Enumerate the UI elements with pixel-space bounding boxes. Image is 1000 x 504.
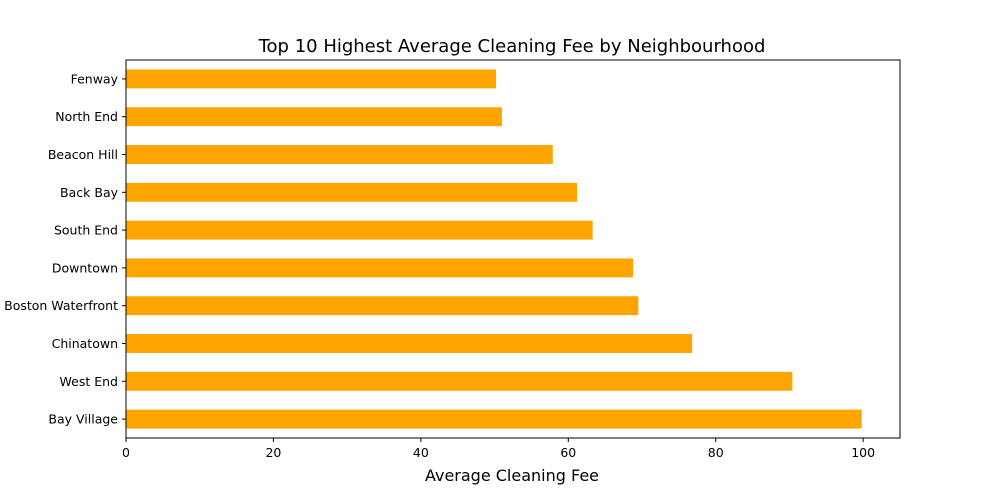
bar-west-end (126, 371, 793, 391)
y-tick-label: South End (54, 223, 118, 238)
bar-downtown (126, 258, 634, 278)
bar-bay-village (126, 409, 862, 429)
bar-south-end (126, 220, 593, 240)
x-axis-label: Average Cleaning Fee (425, 466, 599, 485)
y-tick-label: Back Bay (60, 185, 119, 200)
bar-back-bay (126, 182, 578, 202)
x-tick-label: 100 (851, 445, 875, 460)
bars-group (126, 69, 862, 429)
bar-beacon-hill (126, 145, 553, 164)
y-tick-label: Bay Village (48, 412, 118, 427)
x-tick-label: 40 (413, 445, 429, 460)
bar-fenway (126, 69, 497, 89)
bar-north-end (126, 107, 502, 127)
y-tick-label: North End (55, 109, 118, 124)
y-axis: Bay Village West End Chinatown Boston Water… (4, 71, 126, 427)
y-tick-label: Boston Waterfront (4, 298, 118, 313)
x-axis: 0 20 40 60 80 100 (122, 438, 875, 460)
y-tick-label: Beacon Hill (48, 147, 118, 162)
y-tick-label: Chinatown (52, 336, 118, 351)
plot-area-frame (125, 59, 901, 439)
y-tick-label: Fenway (71, 71, 119, 86)
x-tick-label: 60 (560, 445, 576, 460)
x-tick-label: 80 (708, 445, 724, 460)
chart-title: Top 10 Highest Average Cleaning Fee by N… (258, 36, 766, 57)
x-tick-label: 20 (265, 445, 281, 460)
bar-chinatown (126, 334, 693, 353)
y-tick-label: Downtown (52, 260, 118, 275)
bar-boston-waterfront (126, 296, 639, 316)
y-tick-label: West End (60, 374, 118, 389)
x-tick-label: 0 (122, 445, 130, 460)
